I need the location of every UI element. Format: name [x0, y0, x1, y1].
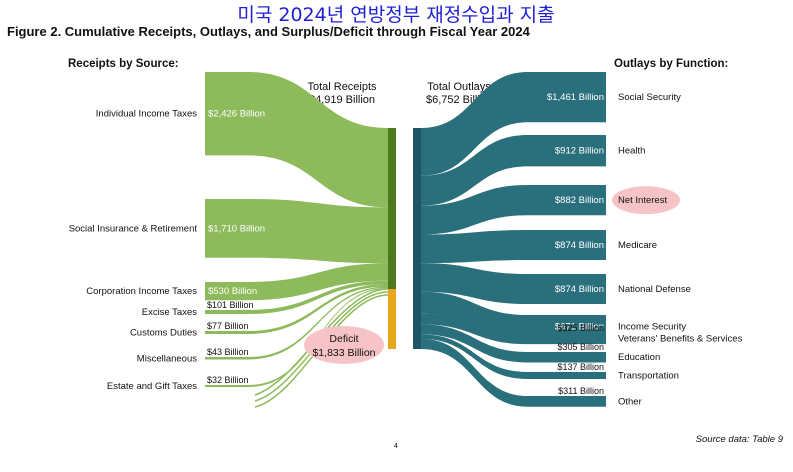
- receipt-value-label: $2,426 Billion: [208, 109, 265, 120]
- receipts-heading: Receipts by Source:: [68, 58, 179, 70]
- figure-title: Figure 2. Cumulative Receipts, Outlays, …: [7, 24, 531, 39]
- receipt-value-label: $101 Billion: [207, 300, 254, 310]
- receipt-source-label: Miscellaneous: [137, 353, 197, 364]
- outlay-value-label: $1,461 Billion: [547, 92, 604, 103]
- total-outlays-label: Total Outlays: [427, 81, 491, 93]
- outlay-value-label: $305 Billion: [557, 342, 604, 352]
- outlay-value-label: $874 Billion: [555, 240, 604, 251]
- flow-layer: [205, 72, 606, 408]
- outlay-flow: [421, 324, 606, 363]
- total-receipts-value: $4,919 Billion: [309, 94, 375, 106]
- receipt-value-label: $530 Billion: [208, 286, 257, 297]
- deficit-bar: [388, 289, 396, 349]
- receipt-source-label: Estate and Gift Taxes: [107, 381, 197, 392]
- receipt-source-label: Excise Taxes: [142, 307, 198, 318]
- source-note: Source data: Table 9: [696, 434, 784, 445]
- receipt-source-label: Social Insurance & Retirement: [69, 223, 198, 234]
- receipt-flow: [205, 263, 388, 301]
- outlays-heading: Outlays by Function:: [614, 58, 728, 70]
- outlay-flow: [421, 334, 606, 379]
- outlay-function-label: Net Interest: [618, 195, 667, 206]
- outlay-flow: [421, 313, 606, 345]
- deficit-label: Deficit: [329, 333, 358, 345]
- outlay-function-label: Health: [618, 146, 645, 157]
- receipt-value-label: $1,710 Billion: [208, 223, 265, 234]
- label-layer: Individual Income Taxes $2,426 Billion Soc…: [69, 92, 743, 407]
- outlay-flow: [421, 185, 606, 235]
- outlay-flow: [421, 338, 606, 407]
- outlay-value-label: $325 Billion: [557, 323, 604, 333]
- outlay-function-label: National Defense: [618, 284, 691, 295]
- receipt-value-label: $77 Billion: [207, 321, 249, 331]
- receipt-source-label: Individual Income Taxes: [96, 109, 197, 120]
- receipt-value-label: $43 Billion: [207, 347, 249, 357]
- outlay-function-label: Veterans' Benefits & Services: [618, 334, 743, 345]
- outlay-flow: [421, 72, 606, 176]
- korean-banner-title: 미국 2024년 연방정부 재정수입과 지출: [237, 4, 554, 26]
- outlay-value-label: $311 Billion: [558, 386, 604, 396]
- receipt-flow: [205, 280, 388, 314]
- total-outlays-bar: [413, 128, 421, 349]
- receipt-flow: [205, 199, 388, 264]
- net-interest-highlight: [612, 186, 680, 215]
- outlay-function-label: Education: [618, 352, 660, 363]
- outlay-flow: [421, 291, 606, 339]
- outlay-value-label: $874 Billion: [555, 284, 604, 295]
- receipt-flow: [205, 72, 388, 208]
- deficit-highlight: [304, 326, 384, 364]
- outlay-value-label: $882 Billion: [555, 195, 604, 206]
- outlay-flow: [421, 263, 606, 305]
- deficit-value: $1,833 Billion: [312, 347, 375, 359]
- outlay-flow: [421, 230, 606, 264]
- outlay-value-label: $671 Billion: [555, 322, 604, 333]
- total-receipts-label: Total Receipts: [307, 81, 377, 93]
- outlay-function-label: Transportation: [618, 371, 679, 382]
- page-number: 4: [394, 443, 398, 450]
- outlay-value-label: $912 Billion: [555, 146, 604, 157]
- outlay-flow: [421, 135, 606, 206]
- receipt-source-label: Corporation Income Taxes: [86, 286, 197, 297]
- outlay-function-label: Social Security: [618, 92, 681, 103]
- outlay-value-label: $137 Billion: [557, 362, 604, 372]
- outlay-function-label: Income Security: [618, 322, 686, 333]
- total-receipts-bar: [388, 128, 396, 290]
- outlay-function-label: Other: [618, 396, 642, 407]
- receipt-value-label: $32 Billion: [207, 375, 249, 385]
- outlay-function-label: Medicare: [618, 240, 657, 251]
- receipt-source-label: Customs Duties: [130, 328, 197, 339]
